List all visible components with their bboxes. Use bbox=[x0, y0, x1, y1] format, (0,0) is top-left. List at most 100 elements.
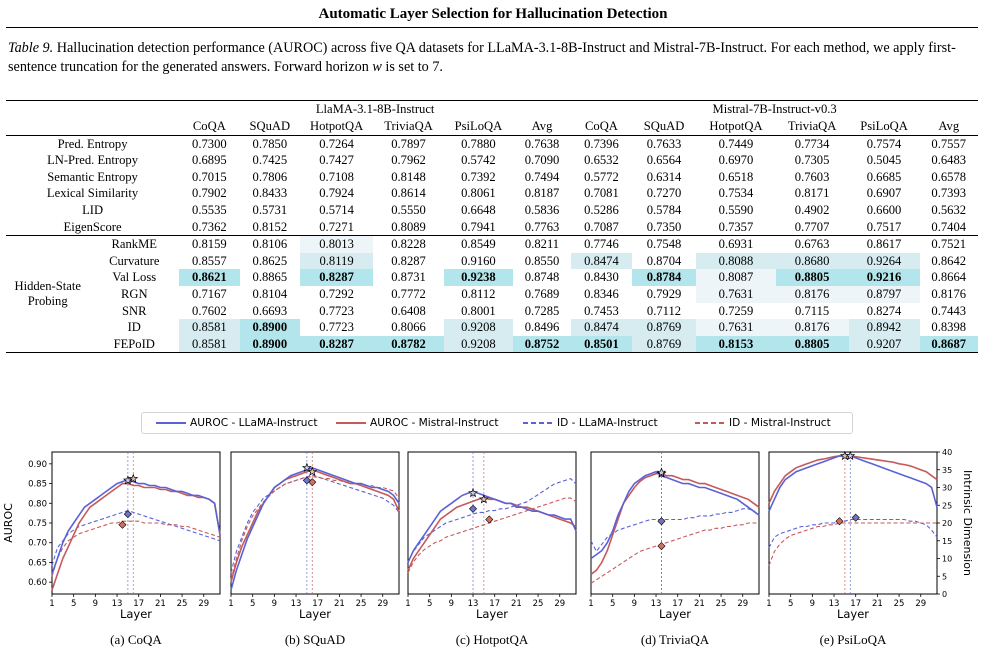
series-id-llama bbox=[230, 474, 400, 573]
legend-line-icon bbox=[156, 422, 186, 424]
best-value: 0.8752 bbox=[524, 336, 560, 351]
series-id-mistral bbox=[768, 522, 937, 566]
table-cell: 0.8664 bbox=[931, 270, 967, 285]
x-tick-label: 1 bbox=[228, 599, 233, 609]
table-cell: 0.7806 bbox=[252, 169, 288, 184]
table-cell: 0.7723 bbox=[319, 320, 354, 335]
table-row: Hidden-State Probing RankME 0.8159 0.8106 0.… bbox=[6, 235, 978, 354]
table-cell: 0.8106 bbox=[239, 235, 301, 253]
table-cell: 0.7924 bbox=[319, 186, 354, 201]
table-cell: 0.5590 bbox=[718, 202, 754, 217]
table-cell: 0.7746 bbox=[571, 235, 632, 253]
table-cell: 0.7521 bbox=[919, 235, 978, 253]
table-corner bbox=[6, 99, 180, 118]
table-cell: 0.9264 bbox=[848, 252, 920, 270]
series-auroc-mistral bbox=[590, 472, 760, 575]
plot-frame bbox=[230, 451, 400, 595]
running-header: Automatic Layer Selection for Hallucinat… bbox=[318, 6, 668, 22]
column-header: Avg bbox=[919, 117, 978, 136]
table-cell: 0.7350 bbox=[646, 219, 682, 234]
table-cell: 0.7902 bbox=[192, 186, 227, 201]
id-marker-mistral bbox=[835, 517, 844, 526]
table-cell: 0.5731 bbox=[252, 202, 288, 217]
table-cell: 0.8001 bbox=[461, 303, 496, 318]
method-name: RGN bbox=[120, 286, 148, 301]
table-cell: 0.8159 bbox=[179, 235, 240, 253]
x-tick-label: 1 bbox=[405, 599, 410, 609]
table-cell: 0.5286 bbox=[584, 202, 619, 217]
results-table: LlaMA-3.1-8B-Instruct Mistral-7B-Instruct… bbox=[6, 99, 978, 354]
x-tick-label: 9 bbox=[810, 599, 815, 609]
table-cell: 0.8625 bbox=[252, 253, 288, 268]
table-cell: 0.6483 bbox=[931, 153, 967, 168]
best-layer-star-llama bbox=[845, 450, 856, 461]
y-tick-label: 0.75 bbox=[28, 519, 47, 529]
y-tick-label: 0.60 bbox=[28, 578, 47, 588]
x-tick-label: 17 bbox=[672, 599, 683, 609]
method-name: EigenScore bbox=[63, 219, 122, 234]
x-tick-label: 5 bbox=[427, 599, 432, 609]
table-row: Val Loss 0.8621 0.8865 0.8287 0.8731 0.9238 0.… bbox=[6, 269, 978, 286]
table-cell: 0.7259 bbox=[718, 303, 754, 318]
subfigure-caption: (d) TriviaQA bbox=[640, 632, 710, 647]
table-cell: 0.6600 bbox=[866, 202, 902, 217]
table-cell: 0.5742 bbox=[461, 153, 496, 168]
table-cell: 0.8900 bbox=[239, 335, 301, 354]
table-cell: 0.8061 bbox=[461, 186, 496, 201]
id-marker-llama bbox=[302, 476, 311, 485]
chart-panel: 1 5 9 13 17 21 25 29 Layer bbox=[405, 451, 577, 621]
x-tick-label: 1 bbox=[588, 599, 593, 609]
best-value: 0.8805 bbox=[794, 270, 830, 285]
y-right-tick-label: 20 bbox=[942, 519, 952, 528]
method-name: RankME bbox=[89, 235, 180, 253]
method-name: LID bbox=[82, 202, 104, 217]
x-tick-label: 13 bbox=[651, 599, 662, 609]
x-tick-label: 21 bbox=[694, 599, 705, 609]
column-header: PsiLoQA bbox=[848, 117, 920, 136]
caption-label: Table 9. bbox=[8, 40, 54, 56]
table-cell: 0.8474 bbox=[571, 252, 632, 270]
best-value: 0.8621 bbox=[192, 270, 227, 285]
x-tick-label: 29 bbox=[198, 599, 209, 609]
best-value: 0.9238 bbox=[461, 270, 496, 285]
table-cell: 0.8617 bbox=[848, 235, 920, 253]
best-value: 0.8153 bbox=[718, 336, 754, 351]
series-auroc-llama bbox=[230, 466, 400, 591]
table-cell: 0.8752 bbox=[512, 335, 572, 354]
table-cell: 0.7880 bbox=[461, 136, 496, 151]
table-cell: 0.8748 bbox=[524, 270, 560, 285]
table-cell: 0.9160 bbox=[461, 253, 496, 268]
best-layer-star-llama bbox=[123, 475, 133, 485]
table-cell: 0.7392 bbox=[461, 169, 496, 184]
table-cell: 0.7081 bbox=[584, 186, 619, 201]
table-cell: 0.7427 bbox=[319, 153, 354, 168]
chart-panel: 1 5 9 13 17 21 25 29 Layer 0.60 0.65 0.70 0.75 0.80 0.… bbox=[2, 451, 221, 621]
table-cell: 0.8112 bbox=[461, 286, 496, 301]
x-tick-label: 29 bbox=[915, 599, 926, 609]
table-cell: 0.8784 bbox=[631, 269, 697, 286]
series-id-mistral bbox=[407, 497, 577, 573]
series-id-mistral bbox=[51, 520, 221, 577]
legend-label: ID - Mistral-Instruct bbox=[729, 417, 831, 429]
x-tick-label: 17 bbox=[489, 599, 500, 609]
table-cell: 0.8089 bbox=[391, 219, 426, 234]
method-name: Curvature bbox=[109, 253, 160, 268]
table-model-header: LlaMA-3.1-8B-Instruct Mistral-7B-Instruct… bbox=[6, 99, 978, 118]
x-tick-label: 1 bbox=[766, 599, 771, 609]
x-tick-label: 13 bbox=[291, 599, 302, 609]
table-cell: 0.7167 bbox=[192, 286, 227, 301]
table-cell: 0.8171 bbox=[794, 186, 830, 201]
y-right-tick-label: 15 bbox=[942, 537, 952, 546]
x-tick-label: 5 bbox=[610, 599, 615, 609]
table-row: RGN 0.7167 0.8104 0.7292 0.7772 0.8112 0.7689 0… bbox=[6, 285, 978, 303]
table-cell: 0.5535 bbox=[192, 202, 227, 217]
x-tick-label: 9 bbox=[93, 599, 98, 609]
table-cell: 0.8013 bbox=[300, 235, 374, 253]
table-cell: 0.5045 bbox=[866, 153, 902, 168]
table-cell: 0.6931 bbox=[696, 235, 776, 253]
x-tick-label: 17 bbox=[850, 599, 861, 609]
method-name: Lexical Similarity bbox=[46, 186, 139, 201]
table-row: Curvature 0.8557 0.8625 0.8119 0.8287 0.9160 0… bbox=[6, 252, 978, 270]
id-marker-llama bbox=[851, 513, 860, 522]
table-cell: 0.5550 bbox=[391, 202, 426, 217]
